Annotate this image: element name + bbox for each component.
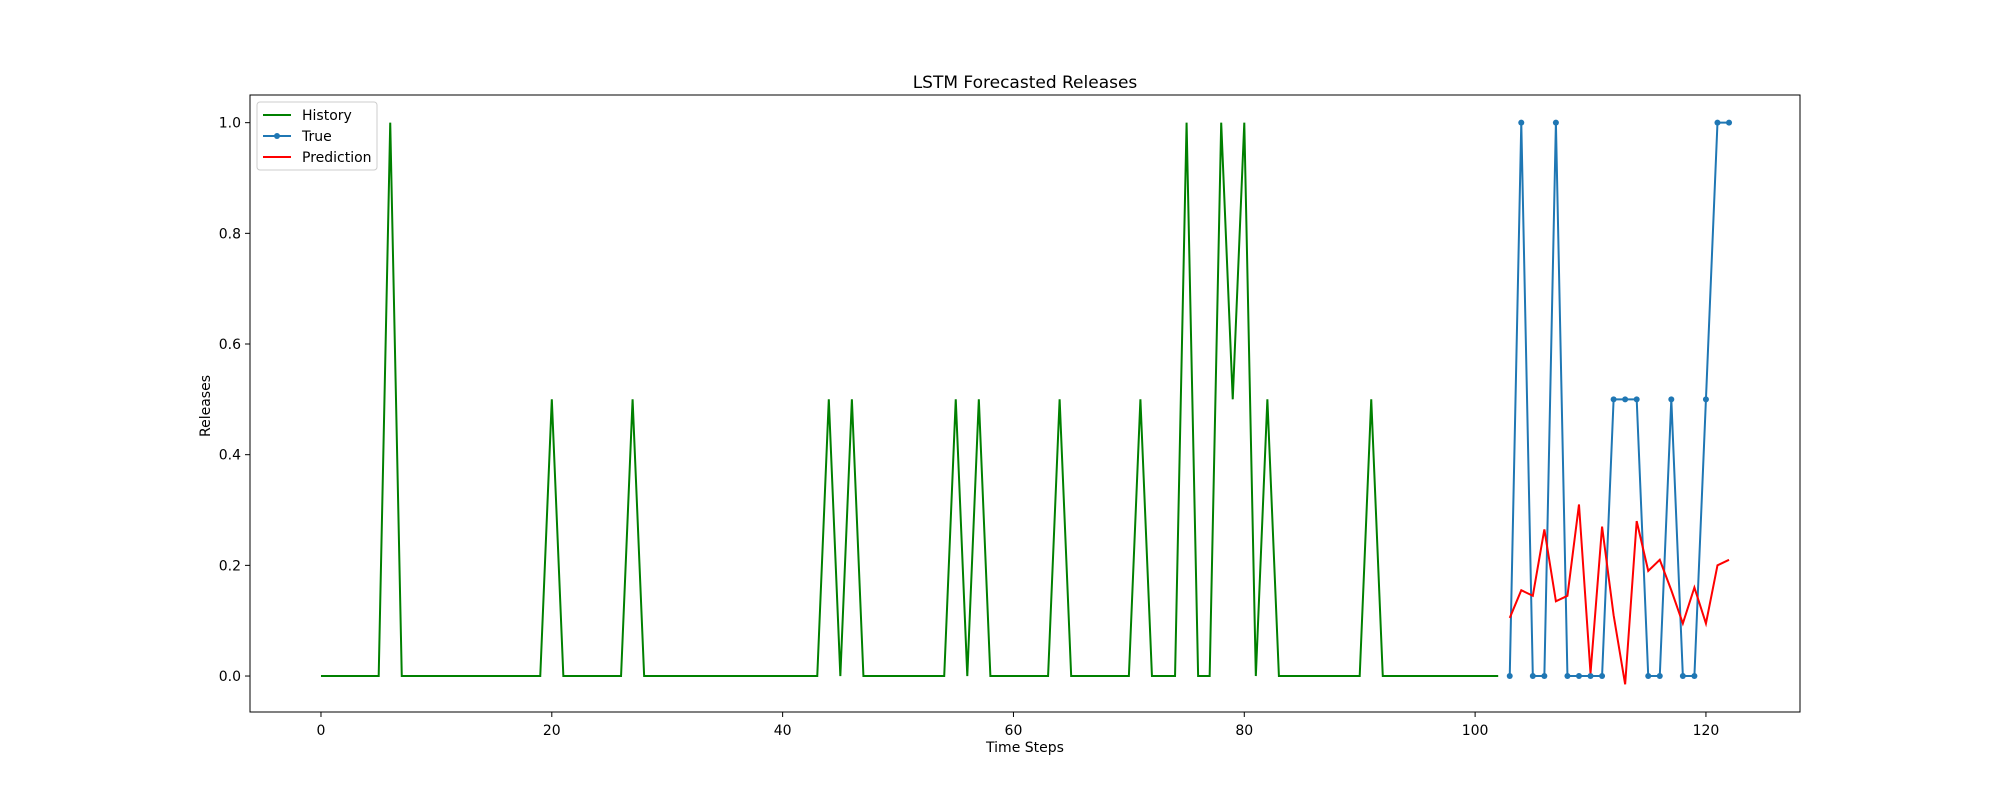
y-tick-label: 0.4 (219, 448, 241, 464)
data-point-true (1679, 673, 1686, 680)
data-point-true (1529, 673, 1536, 680)
data-point-true (1714, 119, 1721, 126)
series-layer (320, 119, 1733, 685)
series-line-history (320, 122, 1499, 678)
data-point-true (1691, 673, 1698, 680)
data-point-true (1564, 673, 1571, 680)
y-tick-label: 0.6 (219, 337, 241, 353)
legend-label-true: True (301, 129, 332, 145)
x-axis-title: Time Steps (985, 740, 1064, 756)
x-tick-label: 80 (1235, 723, 1253, 739)
y-tick-label: 0.0 (219, 669, 241, 685)
data-point-true (1610, 396, 1617, 403)
x-tick-label: 40 (774, 723, 792, 739)
data-point-true (1702, 396, 1709, 403)
chart-title: LSTM Forecasted Releases (913, 73, 1138, 93)
data-point-true (1726, 119, 1733, 126)
series-line-prediction (1508, 504, 1730, 685)
data-point-true (1575, 673, 1582, 680)
data-point-true (1656, 673, 1663, 680)
x-tick-label: 120 (1693, 723, 1720, 739)
data-point-true (1622, 396, 1629, 403)
y-axis-title: Releases (198, 375, 214, 437)
data-point-true (1506, 673, 1513, 680)
legend-item-history: History (263, 108, 352, 124)
data-point-true (1633, 396, 1640, 403)
data-point-true (1552, 119, 1559, 126)
x-tick-label: 0 (317, 723, 326, 739)
legend-label-history: History (302, 108, 352, 124)
legend-item-true: True (263, 129, 332, 145)
data-point-true (1599, 673, 1606, 680)
legend-box (256, 101, 378, 171)
x-tick-label: 20 (543, 723, 561, 739)
legend-item-prediction: Prediction (263, 150, 372, 166)
y-tick-label: 1.0 (219, 116, 241, 132)
x-tick-label: 60 (1005, 723, 1023, 739)
data-point-true (1645, 673, 1652, 680)
y-tick-label: 0.2 (219, 558, 241, 574)
data-point-true (1541, 673, 1548, 680)
data-point-true (1668, 396, 1675, 403)
axis-ticks: 0 20 40 60 80 100 120 0.0 0.2 0.4 0.6 0.8 1.0 (219, 116, 1720, 739)
data-point-true (1518, 119, 1525, 126)
plot-frame (249, 94, 1801, 713)
legend-label-prediction: Prediction (302, 150, 372, 166)
x-tick-label: 100 (1462, 723, 1489, 739)
legend-marker-true (274, 133, 280, 139)
legend: History True Prediction (256, 101, 378, 171)
y-tick-label: 0.8 (219, 226, 241, 242)
data-point-true (1587, 673, 1594, 680)
